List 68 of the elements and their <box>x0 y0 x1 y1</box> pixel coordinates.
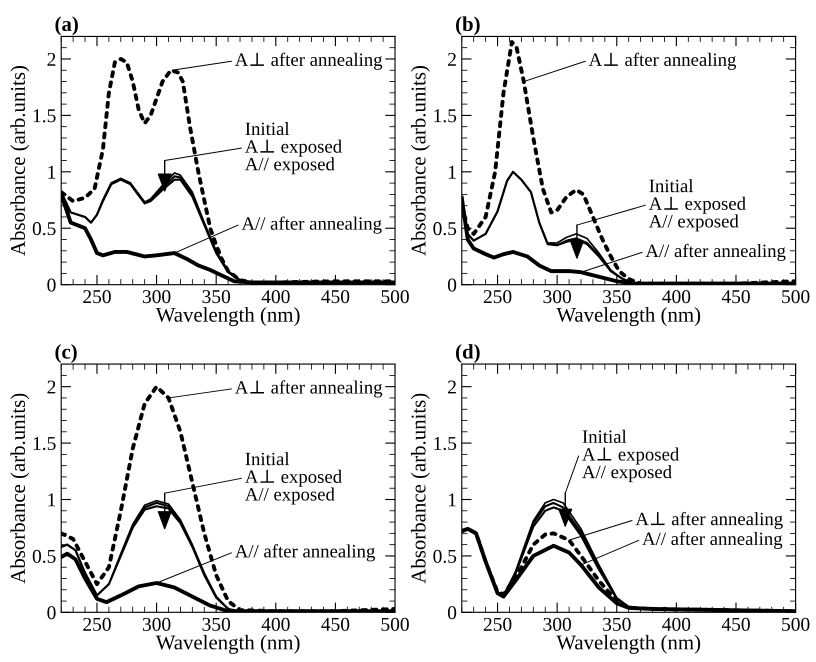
y-tick-label: 1.5 <box>34 437 56 450</box>
x-axis-title: Wavelength (nm) <box>556 307 700 326</box>
annotation: A⊥ after annealing <box>234 52 382 70</box>
y-tick-label: 1 <box>48 493 56 506</box>
x-tick-label: 250 <box>484 290 512 304</box>
x-tick-label: 300 <box>544 618 571 631</box>
chart-title: (d) <box>456 344 480 363</box>
annotation: A⊥ after annealing <box>636 512 783 530</box>
annotation: A// after annealing <box>646 244 786 262</box>
y-tick-label: 2 <box>448 380 456 394</box>
x-tick-label: 250 <box>83 290 111 304</box>
x-tick-label: 400 <box>262 290 290 304</box>
y-tick-label: 1.5 <box>434 109 456 122</box>
y-tick-label: 0.5 <box>32 550 56 563</box>
annotation: A⊥ after annealing <box>588 52 736 70</box>
x-tick-label: 500 <box>782 618 810 631</box>
x-tick-label: 400 <box>662 290 690 304</box>
y-axis-title: Absorbance (arb.units) <box>410 394 430 584</box>
annotation: A⊥ after annealing <box>234 380 382 398</box>
y-tick-label: 0.5 <box>32 222 56 236</box>
x-tick-label: 300 <box>142 618 170 631</box>
chart-title: (c) <box>55 344 77 363</box>
x-tick-label: 500 <box>382 618 409 631</box>
y-axis-title: Absorbance (arb.units) <box>10 66 30 256</box>
x-tick-label: 450 <box>722 618 750 631</box>
annotation: Initial A⊥ exposed A// exposed <box>582 430 680 482</box>
x-tick-label: 450 <box>321 290 350 304</box>
x-tick-label: 250 <box>484 618 512 631</box>
x-axis-title: Wavelength (nm) <box>156 634 300 654</box>
x-tick-label: 250 <box>83 618 111 631</box>
chart-title: (b) <box>456 16 480 36</box>
x-tick-label: 300 <box>544 290 571 304</box>
y-tick-label: 2 <box>47 380 56 394</box>
x-tick-label: 450 <box>722 290 750 304</box>
x-axis-title: Wavelength (nm) <box>156 307 300 326</box>
chart-title: (a) <box>55 16 78 36</box>
annotation: Initial A⊥ exposed A// exposed <box>648 179 746 232</box>
annotation: A// after annealing <box>242 216 382 234</box>
annotation: A// after annealing <box>234 544 375 562</box>
annotation: A// after annealing <box>642 532 782 549</box>
y-tick-label: 2 <box>448 52 456 66</box>
x-tick-label: 350 <box>202 290 230 304</box>
y-tick-label: 0 <box>47 606 56 620</box>
x-tick-label: 350 <box>202 618 230 631</box>
annotation: Initial A⊥ exposed A// exposed <box>244 122 342 174</box>
y-tick-label: 0 <box>448 278 456 292</box>
y-tick-label: 2 <box>47 52 56 66</box>
x-tick-label: 500 <box>782 290 810 304</box>
x-tick-label: 300 <box>142 290 170 304</box>
y-axis-title: Absorbance (arb.units) <box>410 66 430 256</box>
x-tick-label: 400 <box>662 618 690 631</box>
annotation: Initial A⊥ exposed A// exposed <box>244 452 342 504</box>
y-axis-title: Absorbance (arb.units) <box>10 394 30 584</box>
x-axis-title: Wavelength (nm) <box>556 634 700 654</box>
y-tick-label: 0.5 <box>433 550 456 563</box>
x-tick-label: 450 <box>321 618 350 631</box>
y-tick-label: 1.5 <box>434 437 456 450</box>
x-tick-label: 350 <box>603 290 631 304</box>
y-tick-label: 0 <box>448 606 456 620</box>
y-tick-label: 0.5 <box>433 222 456 236</box>
x-tick-label: 500 <box>382 290 409 304</box>
y-tick-label: 1 <box>448 166 456 179</box>
y-tick-label: 1.5 <box>34 109 56 122</box>
y-tick-label: 1 <box>48 166 56 179</box>
x-tick-label: 400 <box>262 618 290 631</box>
y-tick-label: 0 <box>47 278 56 292</box>
x-tick-label: 350 <box>603 618 631 631</box>
y-tick-label: 1 <box>448 493 456 506</box>
